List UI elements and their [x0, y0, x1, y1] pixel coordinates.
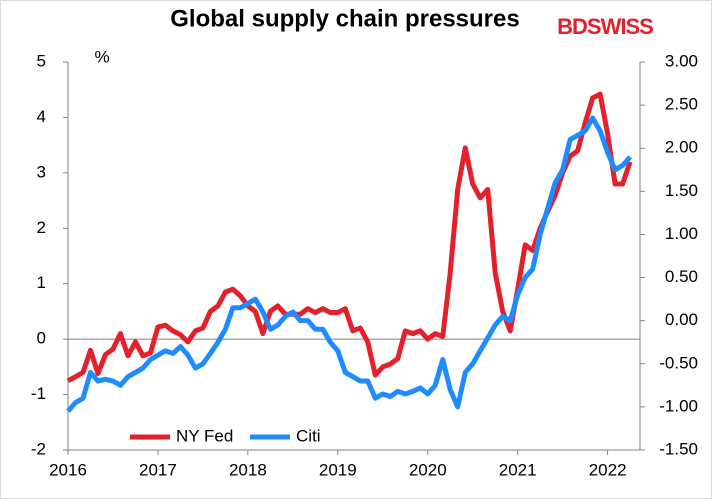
x-tick-label: 2021: [499, 460, 537, 479]
y2-tick-label: 1.50: [665, 181, 698, 200]
y-unit: %: [94, 47, 109, 66]
y2-tick-label: -1.00: [659, 396, 698, 415]
series-line: [66, 115, 633, 413]
y-tick-label: 3: [37, 162, 46, 181]
y-tick-label: 0: [37, 329, 46, 348]
y2-tick-label: -1.50: [659, 439, 698, 458]
chart-title: Global supply chain pressures: [170, 5, 519, 32]
legend-label: NY Fed: [176, 426, 233, 445]
y2-tick-label: 1.00: [665, 224, 698, 243]
y-tick-label: 5: [37, 51, 46, 70]
x-tick-label: 2022: [589, 460, 627, 479]
x-tick-label: 2016: [49, 460, 87, 479]
y2-tick-label: 3.00: [665, 51, 698, 70]
series-line: [66, 91, 633, 383]
y2-tick-label: 0.50: [665, 267, 698, 286]
x-tick-label: 2020: [409, 460, 447, 479]
y-tick-label: -1: [31, 384, 46, 403]
y2-tick-label: 0.00: [665, 310, 698, 329]
x-tick-label: 2018: [229, 460, 267, 479]
y2-tick-label: -0.50: [659, 353, 698, 372]
x-tick-label: 2019: [319, 460, 357, 479]
y-tick-label: 1: [37, 273, 46, 292]
x-tick-label: 2017: [139, 460, 177, 479]
y-tick-label: 2: [37, 218, 46, 237]
y2-tick-label: 2.00: [665, 138, 698, 157]
y-tick-label: -2: [31, 439, 46, 458]
y-tick-label: 4: [37, 107, 46, 126]
logo: BDSWISS: [557, 14, 653, 39]
legend-label: Citi: [296, 426, 321, 445]
y2-tick-label: 2.50: [665, 95, 698, 114]
